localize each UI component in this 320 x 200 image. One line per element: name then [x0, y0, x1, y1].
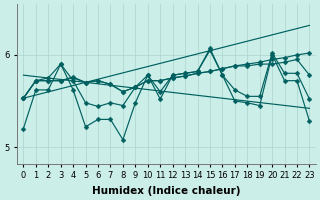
X-axis label: Humidex (Indice chaleur): Humidex (Indice chaleur)	[92, 186, 241, 196]
